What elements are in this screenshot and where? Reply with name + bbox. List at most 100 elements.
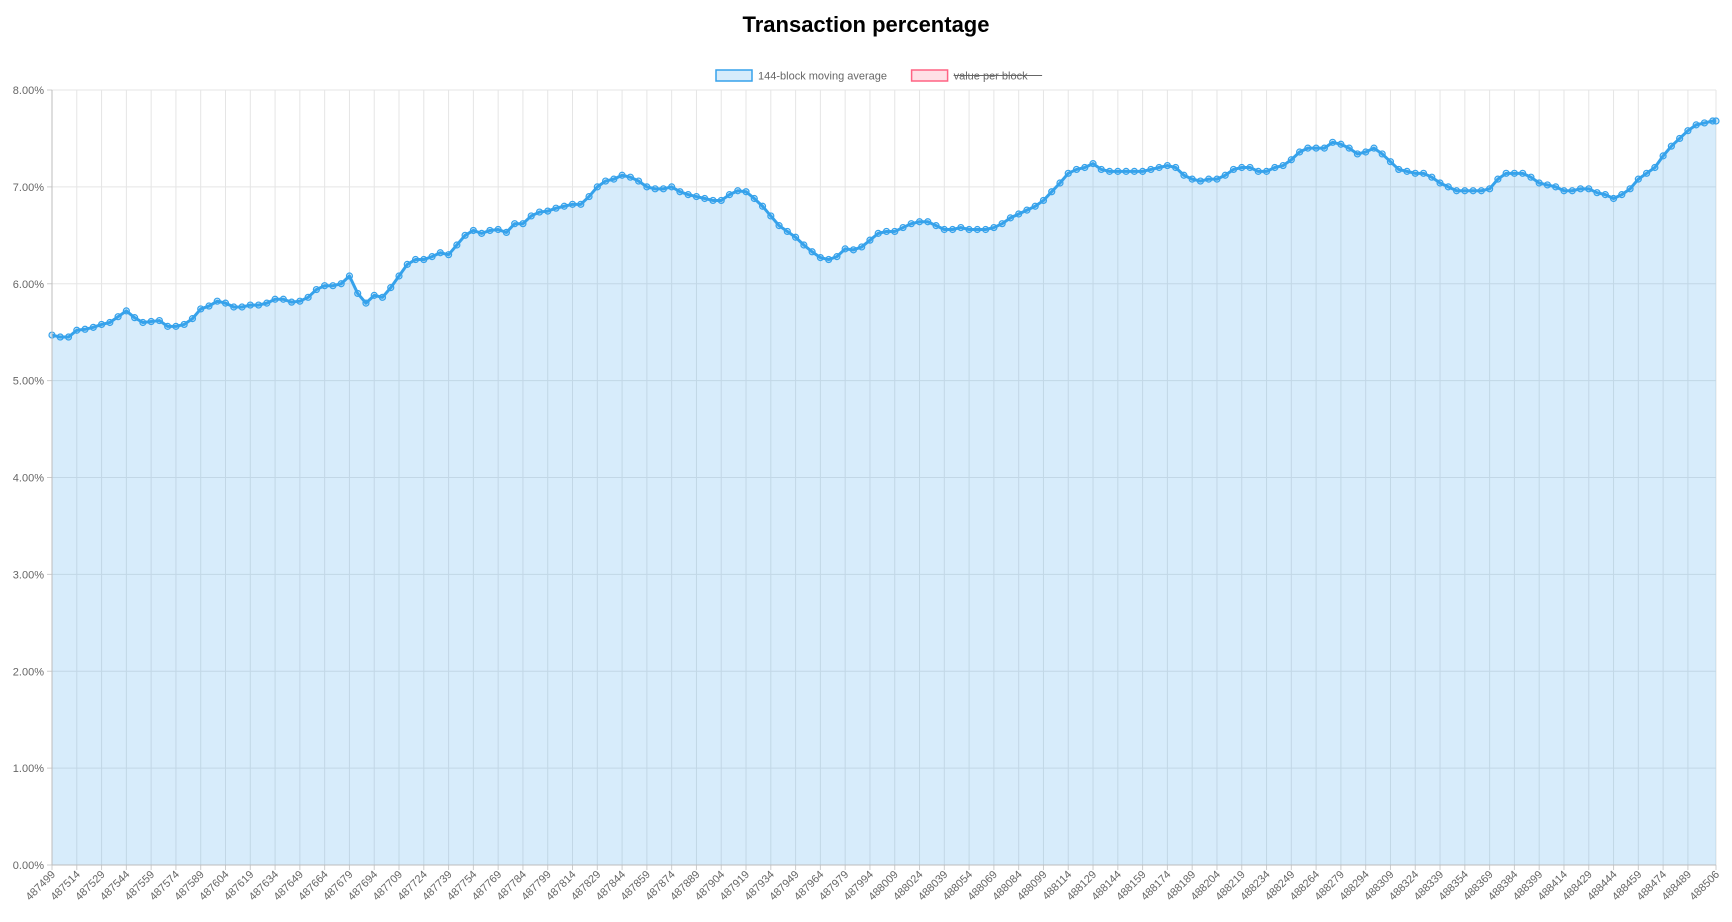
data-point <box>1386 158 1395 166</box>
y-tick-label: 2.00% <box>13 666 44 678</box>
data-point <box>957 223 965 232</box>
data-point <box>370 291 378 299</box>
data-point <box>1114 167 1122 175</box>
data-point <box>271 295 279 303</box>
data-point <box>1510 169 1519 177</box>
data-point <box>1221 171 1229 179</box>
data-point <box>97 320 106 329</box>
y-tick-label: 7.00% <box>13 182 44 194</box>
data-point <box>1337 140 1345 148</box>
data-point <box>1469 187 1477 195</box>
data-point <box>1312 144 1320 152</box>
data-point <box>527 212 535 220</box>
data-point <box>1163 161 1171 170</box>
data-point <box>403 260 411 268</box>
data-point <box>1626 185 1634 193</box>
data-point <box>1494 175 1502 183</box>
data-point <box>1105 167 1114 175</box>
data-point <box>1535 179 1543 187</box>
data-point <box>453 241 461 249</box>
data-point <box>849 246 858 254</box>
data-point <box>1395 165 1403 174</box>
data-point <box>1444 183 1452 191</box>
data-point <box>1089 160 1097 168</box>
data-point <box>321 282 329 290</box>
data-point <box>1519 169 1527 177</box>
data-point <box>1188 175 1196 183</box>
data-point <box>783 227 791 236</box>
data-point <box>1081 163 1089 172</box>
data-point <box>296 297 304 305</box>
data-point <box>1147 165 1155 174</box>
data-point <box>197 305 205 313</box>
data-point <box>221 299 230 307</box>
data-point <box>635 177 643 185</box>
data-point <box>560 202 568 210</box>
data-point <box>659 185 668 193</box>
legend-item[interactable]: 144-block moving average <box>715 69 887 83</box>
data-point <box>1461 187 1469 195</box>
data-point <box>1023 206 1031 214</box>
series-points <box>48 117 1720 341</box>
y-tick-label: 4.00% <box>13 473 44 485</box>
data-point <box>1238 163 1246 172</box>
legend-item[interactable]: value per block <box>910 69 1043 83</box>
data-point <box>1576 185 1585 193</box>
data-point <box>651 185 659 193</box>
data-point <box>874 229 882 237</box>
data-point <box>1452 187 1461 195</box>
data-point <box>1419 169 1428 177</box>
data-point <box>1329 138 1337 146</box>
data-point <box>279 295 287 303</box>
data-point <box>1130 167 1138 175</box>
data-point <box>122 307 130 315</box>
data-point <box>1370 144 1378 152</box>
y-tick-label: 6.00% <box>13 279 44 291</box>
data-point <box>643 183 651 191</box>
data-point <box>1667 142 1675 150</box>
data-point <box>1486 185 1494 193</box>
data-point <box>172 322 180 330</box>
data-point <box>312 285 320 294</box>
data-point <box>626 173 634 181</box>
data-point <box>486 226 494 235</box>
data-point <box>1568 187 1576 195</box>
data-point <box>948 225 957 234</box>
data-point <box>601 177 610 185</box>
data-point <box>511 220 519 228</box>
data-point <box>808 248 816 256</box>
data-point <box>882 227 891 236</box>
data-point <box>767 212 775 220</box>
data-point <box>1180 171 1188 179</box>
data-point <box>1411 169 1419 177</box>
data-point <box>973 225 981 234</box>
data-point <box>1039 196 1048 205</box>
data-point <box>1056 179 1064 187</box>
data-point <box>238 303 246 311</box>
data-point <box>387 284 395 292</box>
data-point <box>89 323 97 331</box>
x-tick-label: 488506 <box>1688 869 1722 903</box>
data-point <box>990 223 998 232</box>
data-point <box>610 175 618 183</box>
data-point <box>998 220 1006 228</box>
data-point <box>246 301 254 309</box>
data-point <box>1122 167 1130 175</box>
data-point <box>1304 144 1312 152</box>
data-point <box>230 303 238 311</box>
data-point <box>1634 175 1642 183</box>
data-point <box>692 192 701 201</box>
data-point <box>932 222 940 230</box>
data-point <box>833 253 841 261</box>
data-point <box>1229 165 1238 174</box>
data-point <box>1155 163 1163 172</box>
data-point <box>205 302 213 310</box>
data-point <box>800 241 808 249</box>
data-point <box>469 226 477 235</box>
data-point <box>791 233 800 241</box>
data-point <box>1428 173 1436 181</box>
data-point <box>345 272 354 280</box>
y-tick-label: 5.00% <box>13 376 44 388</box>
legend[interactable]: 144-block moving average value per block <box>715 69 1043 83</box>
data-point <box>758 202 767 210</box>
